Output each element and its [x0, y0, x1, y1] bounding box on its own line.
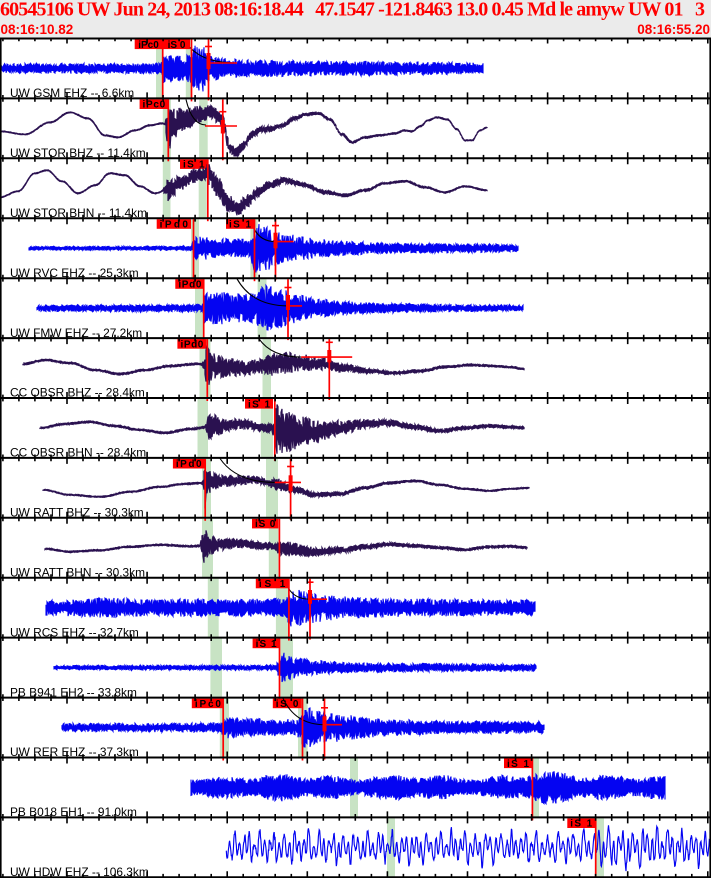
svg-text:UW FMW EHZ -- 27.2km: UW FMW EHZ -- 27.2km	[10, 326, 142, 340]
svg-text:iS 0: iS 0	[255, 519, 276, 530]
svg-text:UW HDW EHZ -- 106.3km: UW HDW EHZ -- 106.3km	[10, 865, 149, 878]
svg-text:iS 1: iS 1	[183, 160, 205, 171]
svg-text:08:16:55.20: 08:16:55.20	[637, 22, 710, 37]
svg-text:iPd0: iPd0	[160, 220, 189, 231]
svg-text:iS 0: iS 0	[168, 40, 186, 51]
svg-text:60545106 UW Jun 24, 2013 08:16: 60545106 UW Jun 24, 2013 08:16:18.44 47.…	[0, 0, 705, 21]
svg-text:iPc0: iPc0	[138, 40, 159, 51]
svg-text:iPd0: iPd0	[176, 459, 202, 470]
svg-text:UW STOR BHZ -- 11.4km: UW STOR BHZ -- 11.4km	[10, 146, 146, 160]
svg-text:iPc0: iPc0	[195, 699, 222, 710]
svg-text:UW RCS EHZ -- 32.7km: UW RCS EHZ -- 32.7km	[10, 625, 139, 639]
svg-text:UW GSM EHZ -- 6.6km: UW GSM EHZ -- 6.6km	[10, 86, 134, 100]
svg-text:UW STOR BHN -- 11.4km: UW STOR BHN -- 11.4km	[10, 206, 147, 220]
svg-text:08:16:10.82: 08:16:10.82	[1, 22, 74, 37]
svg-text:UW RATT BHZ -- 30.3km: UW RATT BHZ -- 30.3km	[10, 506, 144, 520]
svg-text:PB B941 EH2 -- 33.8km: PB B941 EH2 -- 33.8km	[10, 685, 137, 699]
svg-text:UW RVC EHZ -- 25.3km: UW RVC EHZ -- 25.3km	[10, 266, 139, 280]
svg-text:CC OBSR BHZ -- 28.4km: CC OBSR BHZ -- 28.4km	[10, 386, 145, 400]
svg-text:iPc0: iPc0	[143, 100, 166, 111]
svg-text:UW RER EHZ -- 37.3km: UW RER EHZ -- 37.3km	[10, 745, 139, 759]
svg-text:iPd0: iPd0	[178, 280, 202, 291]
svg-text:CC OBSR BHN -- 28.4km: CC OBSR BHN -- 28.4km	[10, 446, 146, 460]
svg-text:UW RATT BHN -- 30.3km: UW RATT BHN -- 30.3km	[10, 565, 145, 579]
svg-text:iPd0: iPd0	[180, 339, 203, 350]
svg-text:iS 1: iS 1	[256, 639, 277, 650]
svg-text:PB B018 EH1 -- 91.0km: PB B018 EH1 -- 91.0km	[10, 805, 137, 819]
